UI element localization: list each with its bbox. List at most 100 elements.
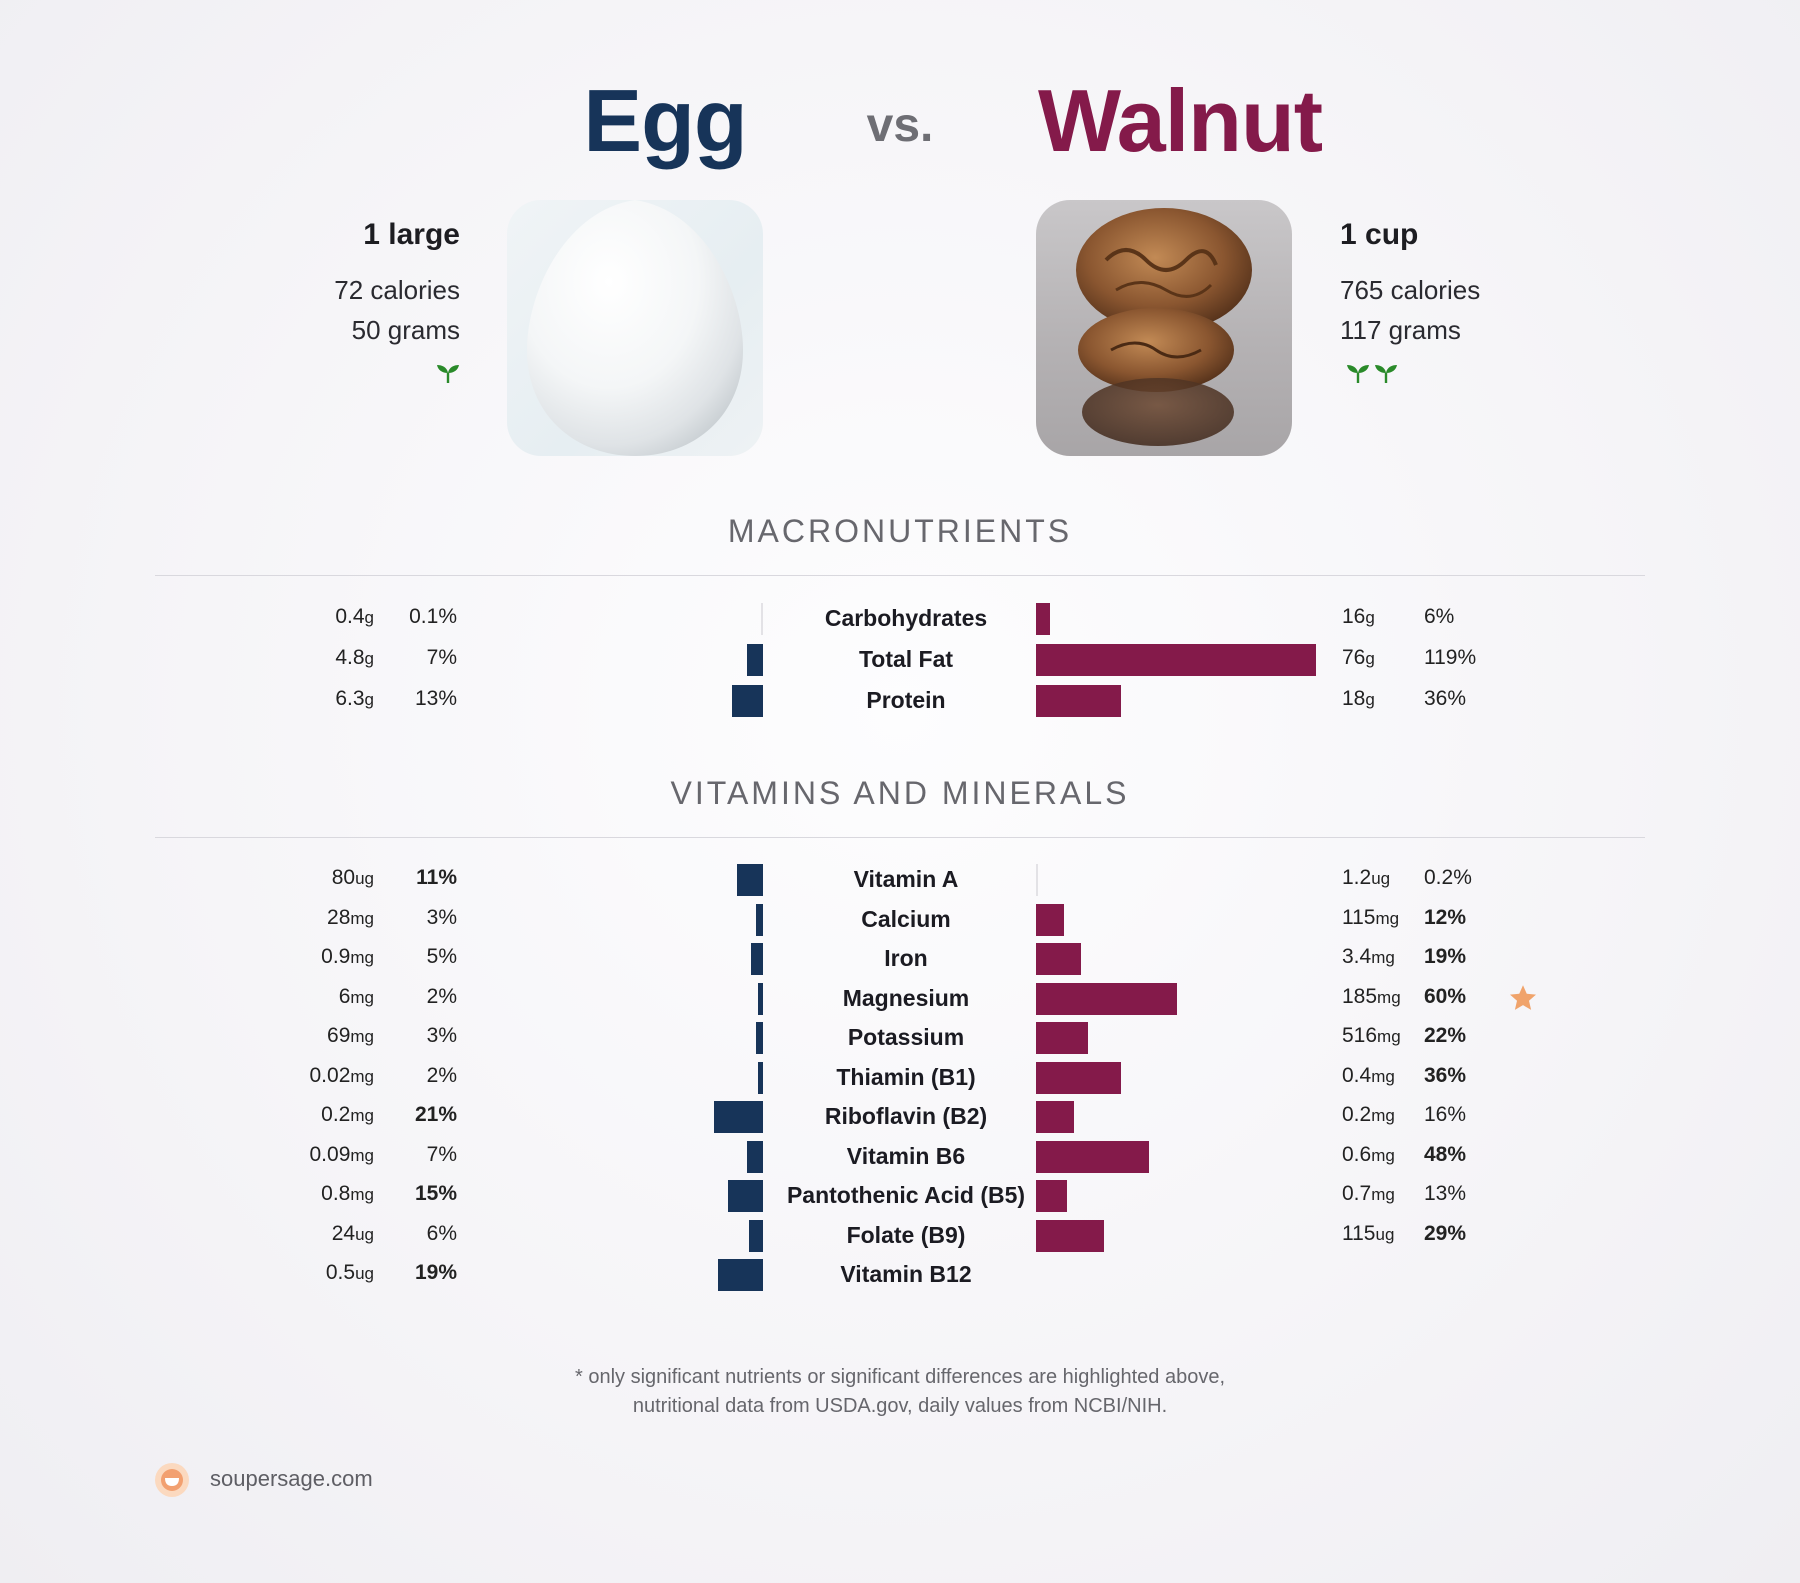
vs-label: vs. xyxy=(866,99,934,152)
left-amount: 0.02mg xyxy=(309,1063,375,1087)
left-amount: 28mg xyxy=(327,905,374,929)
right-bar xyxy=(1036,1061,1121,1094)
macros-divider xyxy=(155,575,1645,576)
left-percent: 2% xyxy=(426,1063,457,1087)
right-percent: 0.2% xyxy=(1424,866,1472,889)
footnote: * only significant nutrients or signific… xyxy=(0,1363,1800,1421)
left-percent: 0.1% xyxy=(409,605,457,628)
left-amount: 80ug xyxy=(331,866,374,889)
right-bar xyxy=(1036,1180,1067,1212)
nutrient-label: Vitamin B12 xyxy=(840,1261,972,1287)
left-amount: 0.5ug xyxy=(325,1261,374,1284)
right-bar xyxy=(1036,982,1177,1015)
left-sprout-rating xyxy=(380,362,460,386)
right-serving: 1 cup xyxy=(1340,218,1419,251)
left-serving: 1 large xyxy=(363,218,460,251)
right-amount: 115mg xyxy=(1342,905,1400,929)
right-amount: 115ug xyxy=(1342,1221,1395,1245)
left-percent: 5% xyxy=(426,945,457,968)
macros-section-title: MACRONUTRIENTS xyxy=(727,513,1073,549)
right-percent: 16% xyxy=(1424,1103,1467,1126)
left-calories: 72 calories xyxy=(334,275,460,305)
left-bar xyxy=(746,1140,763,1173)
right-food-title: Walnut xyxy=(1038,71,1323,170)
nutrient-label: Pantothenic Acid (B5) xyxy=(786,1182,1026,1208)
right-bar xyxy=(1036,603,1051,635)
right-amount: 3.4mg xyxy=(1342,945,1395,968)
left-percent: 3% xyxy=(426,1024,457,1047)
left-amount: 0.09mg xyxy=(309,1142,375,1166)
vitamins-divider xyxy=(155,837,1645,838)
left-percent: 6% xyxy=(426,1221,457,1245)
nutrient-label: Protein xyxy=(866,687,946,713)
nutrient-label: Magnesium xyxy=(842,984,970,1011)
left-amount: 0.4g xyxy=(335,605,374,628)
left-amount: 0.2mg xyxy=(321,1103,374,1126)
nutrient-label: Carbohydrates xyxy=(824,605,988,631)
left-amount: 24ug xyxy=(331,1221,374,1245)
right-bar xyxy=(1036,864,1038,896)
right-calories: 765 calories xyxy=(1340,275,1481,305)
right-bar xyxy=(1036,685,1121,717)
right-bar xyxy=(1036,1101,1074,1133)
vitamins-section-title: VITAMINS AND MINERALS xyxy=(670,775,1130,811)
right-grams: 117 grams xyxy=(1340,315,1461,345)
nutrient-label: Vitamin B6 xyxy=(846,1142,966,1169)
right-amount: 0.2mg xyxy=(1342,1103,1395,1126)
left-amount: 6mg xyxy=(338,984,374,1008)
right-percent: 22% xyxy=(1424,1024,1467,1047)
left-amount: 69mg xyxy=(327,1024,374,1047)
nutrient-label: Riboflavin (B2) xyxy=(824,1103,988,1129)
right-percent: 12% xyxy=(1424,905,1467,929)
right-amount: 185mg xyxy=(1342,984,1401,1008)
left-percent: 2% xyxy=(426,984,457,1008)
left-percent: 7% xyxy=(426,646,457,669)
left-bar xyxy=(727,1180,763,1212)
left-bar xyxy=(755,1022,763,1054)
left-percent: 21% xyxy=(414,1103,457,1126)
right-amount: 0.7mg xyxy=(1342,1182,1395,1205)
left-amount: 0.8mg xyxy=(321,1182,374,1205)
right-bar xyxy=(1036,943,1081,975)
nutrient-label: Folate (B9) xyxy=(846,1221,966,1248)
egg-photo xyxy=(507,200,763,456)
left-bar xyxy=(713,1101,763,1133)
right-amount: 1.2ug xyxy=(1342,866,1391,889)
left-bar xyxy=(737,864,763,896)
nutrient-label: Vitamin A xyxy=(853,866,959,892)
sprout-icon xyxy=(436,362,460,386)
sprout-icon xyxy=(1374,362,1398,386)
left-bar xyxy=(746,644,763,676)
nutrient-label: Potassium xyxy=(847,1024,965,1050)
star-icon xyxy=(1508,983,1538,1013)
egg-image xyxy=(527,200,743,456)
left-amount: 0.9mg xyxy=(321,945,374,968)
left-bar xyxy=(718,1259,763,1291)
right-amount: 16g xyxy=(1342,605,1375,628)
brand-name[interactable]: soupersage.com xyxy=(210,1466,373,1491)
right-amount: 76g xyxy=(1342,646,1375,669)
footnote-line-1: * only significant nutrients or signific… xyxy=(574,1366,1226,1388)
left-bar xyxy=(748,1219,763,1252)
left-percent: 15% xyxy=(414,1182,457,1205)
left-percent: 3% xyxy=(426,905,457,929)
right-amount: 0.4mg xyxy=(1342,1063,1395,1087)
right-amount: 18g xyxy=(1342,687,1375,710)
left-percent: 19% xyxy=(414,1261,457,1284)
left-amount: 4.8g xyxy=(335,646,374,669)
walnut-image xyxy=(1076,208,1252,446)
left-bar xyxy=(732,685,763,717)
left-bar xyxy=(758,1061,763,1094)
footnote-line-2: nutritional data from USDA.gov, daily va… xyxy=(632,1395,1168,1417)
right-amount: 516mg xyxy=(1342,1024,1401,1047)
right-percent: 6% xyxy=(1424,605,1455,628)
right-percent: 13% xyxy=(1424,1182,1467,1205)
sprout-icon xyxy=(1346,362,1370,386)
right-bar xyxy=(1036,1022,1088,1054)
nutrient-label: Calcium xyxy=(861,905,951,932)
right-percent: 19% xyxy=(1424,945,1467,968)
left-bar xyxy=(761,603,763,635)
left-percent: 11% xyxy=(416,866,457,889)
right-sprout-rating xyxy=(1346,362,1426,386)
left-percent: 7% xyxy=(426,1142,457,1166)
